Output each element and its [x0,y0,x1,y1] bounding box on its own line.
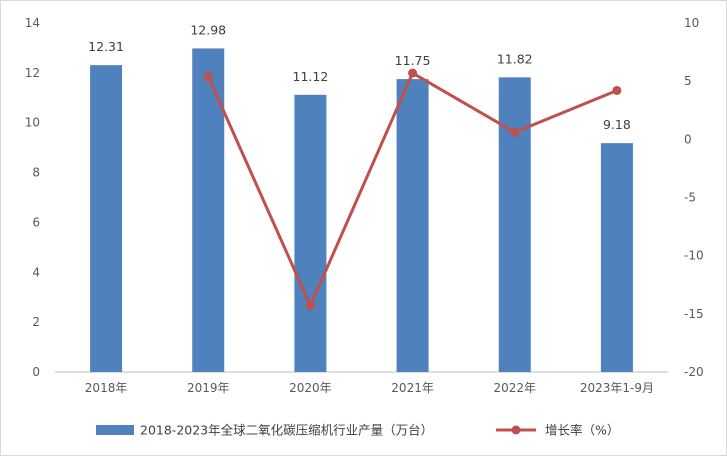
y-left-tick-label: 14 [25,16,40,30]
data-labels: 12.31 12.98 11.12 11.75 11.82 9.18 [88,22,631,132]
y-left-tick-label: 4 [32,265,40,279]
growth-point [612,85,622,95]
bar [396,79,429,372]
y-left-tick-label: 8 [32,166,40,180]
y-right-tick-label: 0 [684,132,692,146]
bar-series [90,48,633,373]
growth-point [305,301,315,311]
axes: 0 2 4 6 8 10 12 14 -20 -15 -10 -5 0 5 10 2018年 2019年 2020… [25,16,704,395]
growth-point [510,127,520,137]
y-right-tick-label: -20 [684,365,704,379]
bar [192,48,225,372]
bar-value-label: 11.12 [293,69,329,84]
bar [90,65,123,373]
line-series [203,68,622,311]
bar-value-label: 11.75 [395,53,431,68]
x-tick-label: 2023年1-9月 [580,381,654,395]
y-left-tick-label: 6 [32,215,40,229]
y-left-tick-label: 2 [32,315,40,329]
x-tick-label: 2022年 [493,381,536,395]
x-tick-label: 2019年 [187,381,230,395]
bar-value-label: 12.31 [88,39,124,54]
y-left-tick-label: 12 [25,66,40,80]
x-tick-label: 2018年 [85,381,128,395]
legend-bar-swatch [96,425,134,435]
y-left-tick-label: 0 [32,365,40,379]
bar-value-label: 11.82 [497,51,533,66]
bar [498,77,531,372]
y-right-tick-label: -5 [684,191,696,205]
y-right-tick-label: -10 [684,249,704,263]
legend-line-marker [511,425,521,435]
bar [294,94,327,373]
bar-value-label: 12.98 [190,22,226,37]
legend: 2018-2023年全球二氧化碳压缩机行业产量（万台） 增长率（%） [96,423,619,438]
growth-point [408,68,418,78]
legend-line-label: 增长率（%） [545,423,619,438]
bar-value-label: 9.18 [603,117,631,132]
y-right-tick-label: 10 [684,16,699,30]
growth-point [203,72,213,82]
y-left-tick-label: 10 [25,116,40,130]
y-right-tick-label: -15 [684,307,704,321]
x-tick-label: 2021年 [391,381,434,395]
x-tick-label: 2020年 [289,381,332,395]
legend-bar-label: 2018-2023年全球二氧化碳压缩机行业产量（万台） [140,423,433,438]
y-right-tick-label: 5 [684,74,692,88]
bar [600,143,633,372]
